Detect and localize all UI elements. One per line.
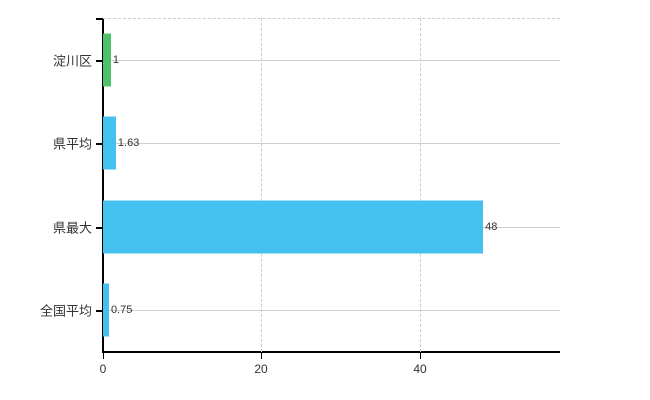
y-axis-tick-label: 全国平均 [39, 303, 92, 319]
y-axis-tick [96, 59, 103, 62]
bar-value-label: 0.75 [110, 304, 133, 317]
gridline-horizontal [103, 60, 560, 61]
x-axis-tick-label: 40 [413, 362, 427, 376]
bar-value-label: 1 [112, 53, 120, 66]
bar-value-label: 48 [485, 220, 498, 233]
y-axis-line [102, 18, 104, 353]
x-axis-tick [420, 352, 421, 359]
x-axis-tick-label: 20 [254, 362, 268, 376]
bar[interactable] [103, 283, 109, 337]
bar[interactable] [103, 33, 111, 87]
gridline-horizontal [103, 310, 560, 311]
gridline-top [103, 18, 560, 19]
y-axis-tick-label: 県最大 [52, 220, 92, 236]
x-axis-tick [103, 352, 104, 359]
y-axis-tick [96, 143, 103, 146]
bar[interactable] [103, 116, 116, 170]
y-axis-tick [96, 226, 103, 229]
x-axis-tick-label: 0 [99, 362, 107, 376]
y-axis-tick-label: 県平均 [52, 136, 92, 152]
x-axis-tick [261, 352, 262, 359]
bar-value-label: 1.63 [117, 137, 140, 150]
gridline-vertical [420, 18, 421, 352]
gridline-horizontal [103, 143, 560, 144]
x-axis-line [103, 351, 560, 353]
y-axis-tick [96, 310, 103, 313]
y-axis-top-tick [96, 18, 103, 20]
y-axis-tick-label: 淀川区 [52, 53, 92, 69]
plot-area: 1 1.63 48 0.75 [103, 18, 560, 352]
bar[interactable] [103, 200, 484, 254]
gridline-vertical [261, 18, 262, 352]
